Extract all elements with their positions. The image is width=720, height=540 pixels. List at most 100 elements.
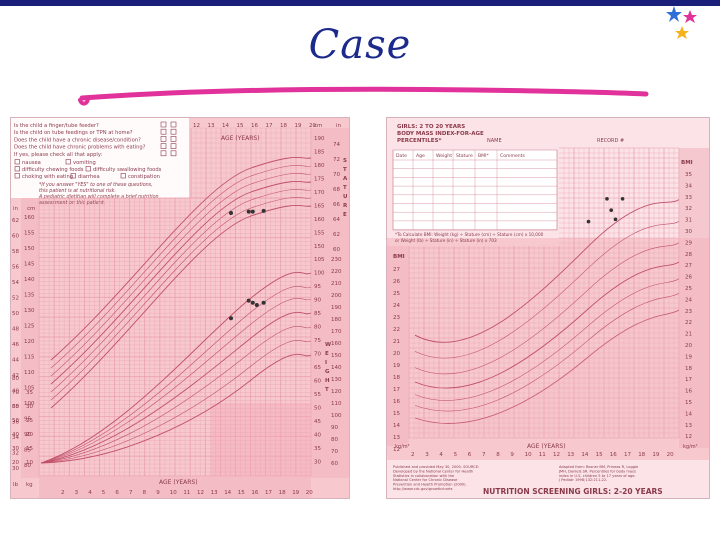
age-tick: 18 xyxy=(638,452,645,458)
no-checkbox[interactable] xyxy=(170,150,177,157)
right-lb-tick: 140 xyxy=(331,365,342,371)
right-lb-tick: 170 xyxy=(331,329,342,335)
yes-checkbox[interactable] xyxy=(160,128,167,135)
left-in-tick: 38 xyxy=(12,404,19,410)
option-checkbox[interactable] xyxy=(14,159,20,165)
risk-note: *If you answer "YES" to one of these que… xyxy=(39,182,153,188)
right-kg-tick: 35 xyxy=(314,446,321,452)
bmi-right-tick: 27 xyxy=(685,263,692,269)
age-tick-bottom: 7 xyxy=(129,490,133,496)
no-checkbox[interactable] xyxy=(170,136,177,142)
age-tick-bottom: 11 xyxy=(183,490,190,496)
age-tick-bottom: 5 xyxy=(102,490,106,496)
bmi-left-tick: 14 xyxy=(393,423,400,429)
left-cm-tick: 105 xyxy=(24,386,35,392)
option-checkbox[interactable] xyxy=(120,173,126,179)
bottom-lb-tick: 80 xyxy=(12,376,19,382)
right-cm-tick: 155 xyxy=(314,231,325,237)
age-tick: 8 xyxy=(496,452,500,458)
risk-note: assessment on this patient. xyxy=(39,200,105,206)
question-text: Does the child have chronic problems wit… xyxy=(14,145,146,151)
right-lb-tick: 100 xyxy=(331,413,342,419)
unit-in-left: in xyxy=(13,206,19,212)
left-in-tick: 46 xyxy=(12,342,19,348)
right-lb-tick: 190 xyxy=(331,305,342,311)
weight-point xyxy=(254,303,259,307)
option-checkbox[interactable] xyxy=(85,166,91,172)
bmi-right-tick: 15 xyxy=(685,400,692,406)
bmi-right-tick: 22 xyxy=(685,320,692,326)
left-cm-tick: 140 xyxy=(24,277,35,283)
yes-checkbox[interactable] xyxy=(160,121,167,128)
option-checkbox[interactable] xyxy=(70,173,76,179)
right-in-tick: 74 xyxy=(333,142,340,148)
age-tick-bottom: 15 xyxy=(238,490,245,496)
age-tick-bottom: 12 xyxy=(197,490,204,496)
no-checkbox[interactable] xyxy=(170,128,177,135)
unit-lb-bottom: lb xyxy=(13,482,19,488)
footer-title: NUTRITION SCREENING GIRLS: 2-20 YEARS xyxy=(483,487,663,496)
question-text: Is the child a finger/tube feeder? xyxy=(14,123,99,129)
bmi-right-tick: 28 xyxy=(685,252,692,258)
option-checkbox[interactable] xyxy=(65,159,71,165)
unit-cm-left: cm xyxy=(27,206,35,212)
bottom-lb-tick: 30 xyxy=(12,446,19,452)
name-label: NAME xyxy=(487,138,502,144)
age-axis-label-top: AGE (YEARS) xyxy=(221,135,260,142)
bmi-left-tick: 21 xyxy=(393,339,400,345)
stature-point xyxy=(261,208,266,213)
weight-point xyxy=(229,316,233,321)
age-tick: 6 xyxy=(468,452,472,458)
age-tick: 2 xyxy=(411,452,415,458)
right-cm-tick: 170 xyxy=(314,190,325,196)
bmi-point xyxy=(605,197,609,201)
weight-point xyxy=(261,300,266,305)
left-cm-tick: 145 xyxy=(24,262,35,268)
right-kg-tick: 60 xyxy=(314,379,321,385)
bmi-point xyxy=(609,208,614,212)
right-kg-tick: 100 xyxy=(314,271,325,277)
age-tick-top: 17 xyxy=(266,123,273,129)
left-cm-tick: 80 xyxy=(24,463,31,469)
bmi-right-tick: 21 xyxy=(685,332,692,338)
right-kg-tick: 40 xyxy=(314,433,321,439)
bmi-left-tick: 15 xyxy=(393,411,400,417)
bmi-right-tick: 17 xyxy=(685,377,692,383)
risk-note: A pediatric dietitian will complete a br… xyxy=(38,194,159,200)
bmi-axis-label: BMI xyxy=(393,254,405,260)
no-checkbox[interactable] xyxy=(170,121,177,128)
no-checkbox[interactable] xyxy=(170,143,177,149)
right-cm-tick: 175 xyxy=(314,177,325,183)
age-axis-label: AGE (YEARS) xyxy=(527,443,566,450)
right-cm-tick: 185 xyxy=(314,150,325,156)
record-label: RECORD # xyxy=(597,138,624,144)
bmi-left-tick: 26 xyxy=(393,279,400,285)
left-in-tick: 62 xyxy=(12,218,19,224)
bmi-left-tick: 22 xyxy=(393,327,400,333)
bottom-lb-tick: 50 xyxy=(12,418,19,424)
age-tick-bottom: 16 xyxy=(251,490,258,496)
age-tick-top: 14 xyxy=(222,123,229,129)
bmi-right-tick: 19 xyxy=(685,354,692,360)
left-cm-tick: 135 xyxy=(24,293,35,299)
bmi-right-tick: 29 xyxy=(685,240,692,246)
question-text: If yes, please check all that apply: xyxy=(14,152,103,158)
yes-checkbox[interactable] xyxy=(160,150,167,157)
bmi-right-tick: 26 xyxy=(685,275,692,281)
yes-checkbox[interactable] xyxy=(160,136,167,142)
yes-checkbox[interactable] xyxy=(160,143,167,149)
right-kg-tick: 105 xyxy=(314,257,325,263)
right-kg-tick: 90 xyxy=(314,298,321,304)
kgm2-label-left: kg/m² xyxy=(395,444,410,450)
table-header: Stature xyxy=(456,153,473,159)
weight-point xyxy=(246,298,251,303)
footnote-left: Published and provided May 30, 2000. SOU… xyxy=(393,465,479,491)
bmi-right-tick: 18 xyxy=(685,366,692,372)
bottom-kg-tick: 30 xyxy=(26,404,33,410)
right-lb-tick: 130 xyxy=(331,377,342,383)
option-checkbox[interactable] xyxy=(14,166,20,172)
right-kg-tick: 50 xyxy=(314,406,321,412)
unit-kg-bottom: kg xyxy=(26,482,33,488)
option-checkbox[interactable] xyxy=(14,173,20,179)
